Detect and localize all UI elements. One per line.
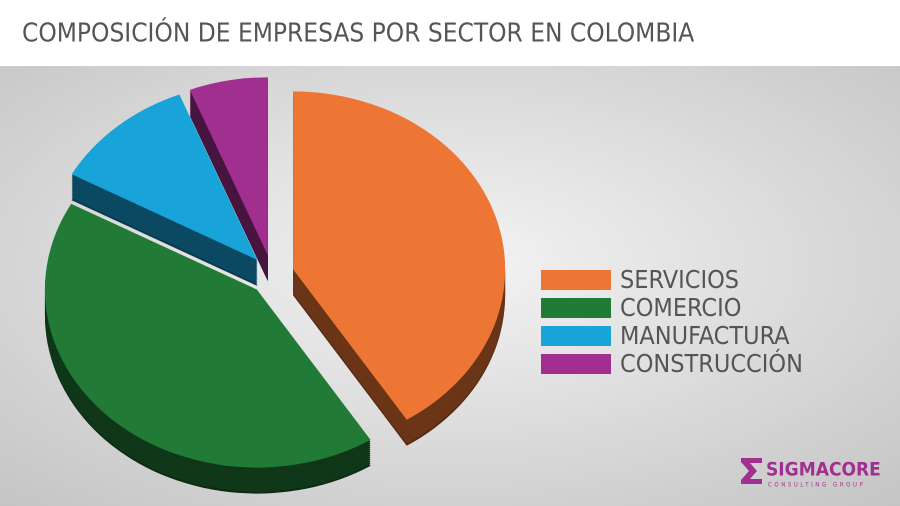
legend-swatch [541,326,611,346]
pie-slice [71,94,258,260]
pie [44,77,506,494]
legend-label: MANUFACTURA [620,321,790,350]
logo-mark [741,458,762,484]
legend-swatch [541,354,611,374]
pie-slice [189,77,268,256]
legend-label: COMERCIO [620,293,741,322]
chart-title: COMPOSICIÓN DE EMPRESAS POR SECTOR EN CO… [22,17,694,49]
legend-label: CONSTRUCCIÓN [620,348,803,378]
legend-label: SERVICIOS [620,265,739,294]
logo: SIGMACORE CONSULTING GROUP [741,458,881,489]
logo-name: SIGMACORE [766,459,881,481]
pie-slice [293,91,506,420]
legend-swatch [541,270,611,290]
pie-slice [44,203,371,468]
legend-swatch [541,298,611,318]
logo-tagline: CONSULTING GROUP [768,482,865,489]
